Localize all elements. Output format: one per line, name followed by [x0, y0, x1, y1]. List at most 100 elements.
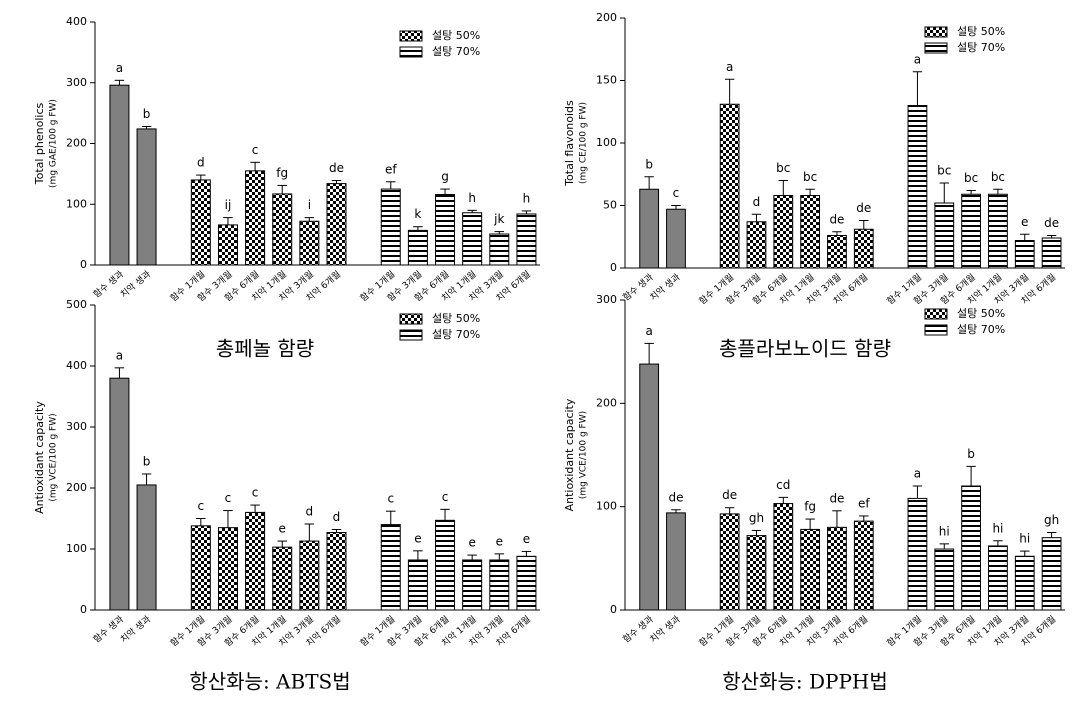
bar	[853, 228, 874, 269]
significance-letter: ef	[385, 162, 397, 176]
significance-letter: d	[333, 510, 341, 524]
y-tick-label: 300	[66, 76, 87, 89]
significance-letter: gh	[1044, 513, 1059, 527]
bar	[109, 377, 130, 611]
legend-label: 설탕 70%	[957, 323, 1005, 336]
bar	[109, 84, 130, 266]
bar	[380, 188, 401, 266]
bar	[380, 524, 401, 611]
legend-swatch	[399, 46, 423, 58]
significance-letter: ij	[225, 198, 232, 212]
bar	[639, 188, 660, 269]
significance-letter: d	[306, 504, 314, 518]
bar	[853, 520, 874, 611]
bar	[719, 103, 740, 269]
legend-swatch	[924, 26, 948, 38]
bar	[272, 546, 293, 611]
significance-letter: de	[668, 490, 683, 504]
bar	[773, 195, 794, 269]
bar	[1041, 537, 1062, 611]
bar	[1014, 555, 1035, 611]
x-tick-label: 치악 생과	[647, 613, 682, 645]
y-tick-label: 100	[66, 542, 87, 555]
legend-swatch	[399, 30, 423, 42]
y-tick-label: 300	[596, 293, 617, 306]
y-tick-label: 100	[596, 136, 617, 149]
significance-letter: gh	[749, 511, 764, 525]
bar	[245, 511, 266, 611]
bar	[907, 105, 928, 269]
significance-letter: hi	[992, 521, 1003, 535]
bar	[516, 555, 537, 611]
legend-label: 설탕 70%	[957, 41, 1005, 54]
x-tick-label: 치악 생과	[118, 613, 153, 645]
legend-swatch	[399, 313, 423, 325]
significance-letter: c	[252, 486, 259, 500]
y-tick-label: 400	[66, 359, 87, 372]
bar	[217, 527, 238, 611]
bar	[245, 170, 266, 266]
bar	[299, 220, 320, 266]
significance-letter: de	[722, 488, 737, 502]
legend-swatch	[924, 324, 948, 336]
x-tick-label: 치악 생과	[118, 268, 153, 300]
bar	[800, 195, 821, 269]
bar	[462, 559, 483, 611]
y-tick-label: 150	[596, 74, 617, 87]
bar	[988, 193, 1008, 269]
significance-letter: bc	[964, 171, 978, 185]
bar	[190, 179, 211, 266]
significance-letter: ef	[858, 496, 870, 510]
significance-letter: c	[225, 491, 232, 505]
significance-letter: de	[829, 212, 844, 226]
y-axis-title: Total flavonoids	[563, 100, 576, 187]
significance-letter: bc	[937, 164, 951, 178]
significance-letter: c	[673, 186, 680, 200]
significance-letter: a	[914, 52, 921, 66]
bar	[272, 193, 293, 266]
bar	[489, 233, 510, 266]
bar	[190, 525, 211, 611]
significance-letter: a	[645, 324, 652, 338]
bar	[407, 229, 428, 266]
significance-letter: a	[116, 61, 123, 75]
bar	[907, 497, 928, 611]
caption: 항산화능: ABTS법	[189, 670, 350, 694]
y-tick-label: 100	[596, 500, 617, 513]
y-tick-label: 100	[66, 197, 87, 210]
bar	[827, 526, 847, 611]
significance-letter: bc	[991, 170, 1005, 184]
significance-letter: e	[279, 522, 286, 536]
legend-label: 설탕 70%	[432, 328, 480, 341]
significance-letter: hi	[1019, 532, 1030, 546]
y-axis-unit: (mg VCE/100 g FW)	[49, 413, 59, 501]
significance-letter: b	[143, 454, 151, 468]
y-tick-label: 200	[596, 11, 617, 24]
significance-letter: fg	[276, 166, 288, 180]
significance-letter: c	[442, 490, 449, 504]
significance-letter: b	[645, 157, 653, 171]
y-tick-label: 0	[610, 603, 617, 616]
legend-swatch	[924, 42, 948, 54]
bar	[639, 363, 660, 611]
bar	[489, 559, 510, 611]
significance-letter: e	[523, 532, 530, 546]
y-tick-label: 200	[596, 396, 617, 409]
y-tick-label: 200	[66, 481, 87, 494]
significance-letter: b	[967, 447, 975, 461]
x-tick-label: 치악 생과	[647, 271, 682, 303]
bar	[516, 213, 537, 266]
legend-label: 설탕 50%	[432, 29, 480, 42]
bar	[746, 221, 767, 269]
y-axis-title: Total phenolics	[33, 102, 46, 185]
bar	[961, 485, 981, 611]
bar	[1014, 240, 1035, 269]
significance-letter: a	[726, 60, 733, 74]
y-tick-label: 500	[66, 298, 87, 311]
bar	[666, 512, 686, 611]
y-axis-title: Antioxidant capacity	[563, 398, 576, 511]
significance-letter: de	[829, 491, 844, 505]
caption: 항산화능: DPPH법	[722, 670, 888, 694]
significance-letter: h	[468, 191, 476, 205]
bar	[435, 519, 456, 611]
